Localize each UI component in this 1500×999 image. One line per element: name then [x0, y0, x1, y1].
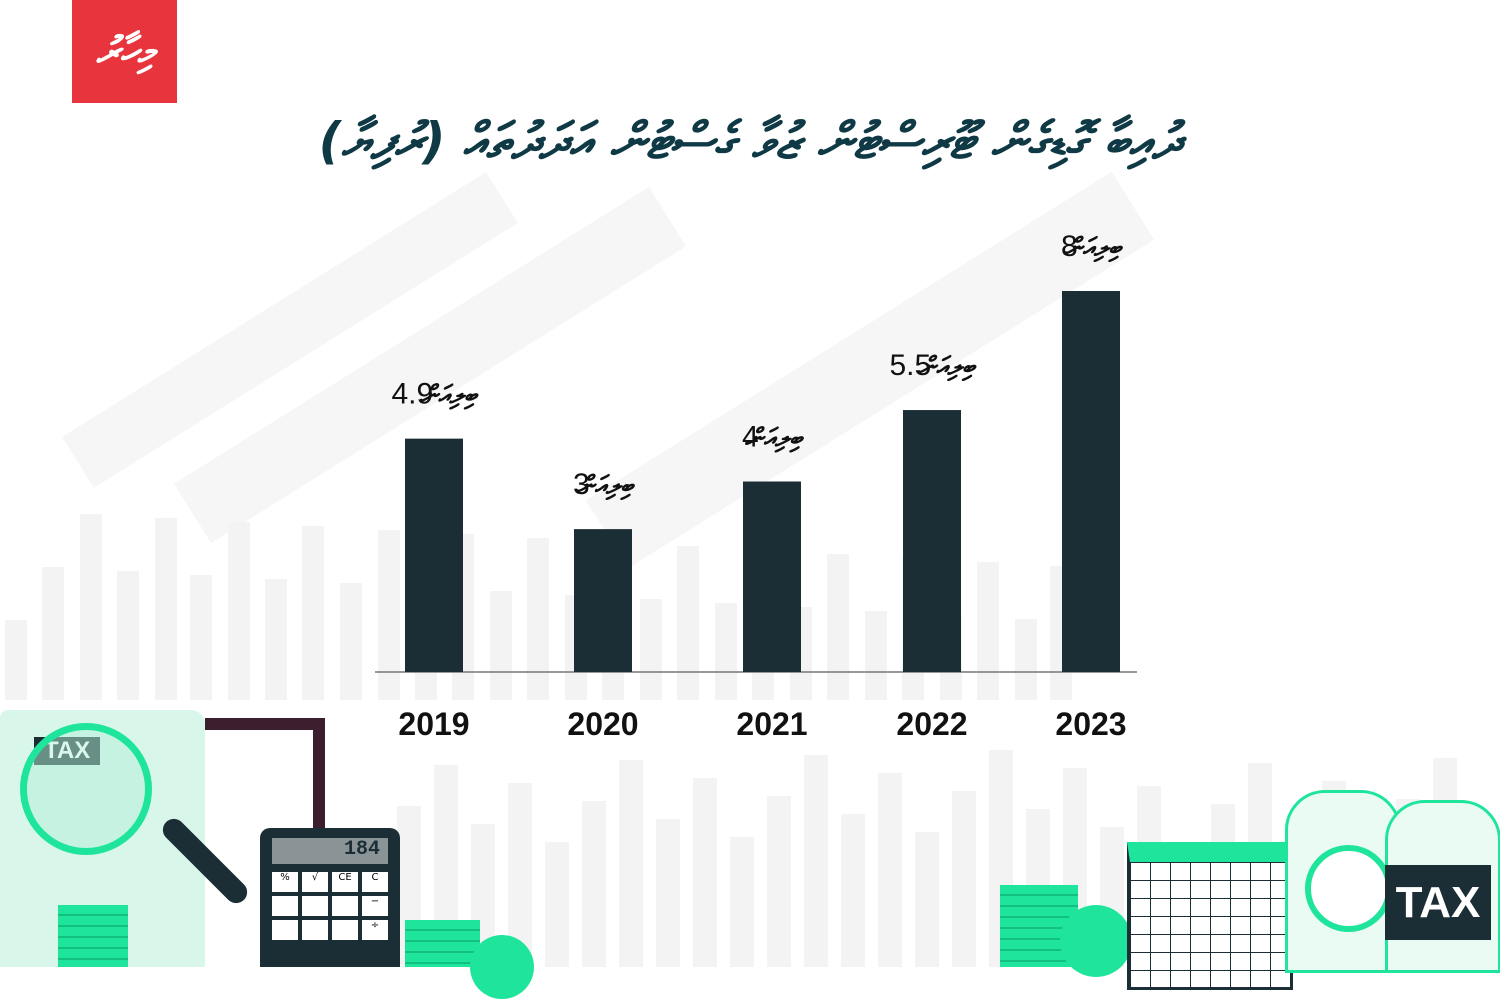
background-bar	[340, 583, 362, 700]
bar-2021	[743, 481, 801, 672]
background-bar	[977, 562, 999, 700]
data-label-unit: ބިލިއަން	[576, 471, 636, 501]
background-bar	[545, 842, 569, 967]
background-bar	[915, 832, 939, 967]
calc-key: %	[272, 872, 298, 892]
background-bar	[767, 796, 791, 967]
board-frame	[205, 718, 325, 830]
coin-icon	[1305, 845, 1392, 932]
magnifier-icon	[20, 723, 152, 855]
data-label: ބިލިއަން4	[742, 421, 804, 454]
coin-icon	[1060, 905, 1132, 977]
background-bar	[878, 773, 902, 967]
background-bar	[42, 567, 64, 700]
background-bar	[827, 554, 849, 700]
data-label-value: 3	[573, 468, 590, 501]
background-bar	[730, 837, 754, 967]
data-label: ބިލިއަން8	[1061, 230, 1123, 263]
data-label-value: 4.9	[392, 378, 434, 411]
x-tick-label: 2023	[1055, 706, 1126, 742]
background-bar	[527, 538, 549, 700]
bar-chart: 2019ބިލިއަން4.92020ބިލިއަން32021ބިލިއަން…	[375, 230, 1137, 742]
background-bar	[378, 530, 400, 700]
logo[interactable]: މިހާރު	[72, 0, 177, 103]
background-bar	[841, 814, 865, 967]
logo-text: މިހާރު	[96, 28, 153, 75]
background-bar	[228, 522, 250, 700]
data-label-unit: ބިލިއަން	[419, 381, 479, 411]
background-bar	[302, 526, 324, 700]
data-label-unit: ބިލިއަން	[1064, 233, 1124, 263]
background-bar	[80, 514, 102, 700]
bar-2022	[903, 410, 961, 672]
bar-2019	[405, 438, 463, 672]
calendar-icon	[1127, 842, 1293, 990]
calculator-illustration: 184 % √ CE C − ÷	[260, 828, 400, 967]
tax-label-right: TAX	[1385, 865, 1491, 940]
bar-2023	[1062, 291, 1120, 672]
data-label: ބިލިއަން3	[573, 468, 635, 501]
data-label: ބިލިއަން5.5	[890, 349, 977, 382]
coin-stack-icon	[405, 920, 480, 967]
background-bar	[1015, 619, 1037, 700]
calc-key	[332, 896, 358, 916]
calc-key: √	[302, 872, 328, 892]
calc-key: CE	[332, 872, 358, 892]
calc-key	[272, 920, 298, 940]
background-bar	[190, 575, 212, 700]
calc-key: −	[362, 896, 388, 916]
background-bar	[865, 611, 887, 700]
data-label-unit: ބިލިއަން	[745, 424, 805, 454]
calc-key	[302, 896, 328, 916]
coin-icon	[470, 935, 534, 999]
background-bar	[640, 599, 662, 700]
x-tick-label: 2021	[736, 706, 807, 742]
background-bar	[117, 571, 139, 700]
chart-title: ދުއިބާ ގޮޑިގެން ޓޫރިސްޓުން ޒުވާ ގެސްޓުން…	[318, 112, 1182, 170]
calc-key: ÷	[362, 920, 388, 940]
data-label-value: 4	[742, 421, 759, 454]
data-label: ބިލިއަން4.9	[392, 378, 479, 411]
calculator-display: 184	[272, 838, 388, 864]
calc-key	[332, 920, 358, 940]
data-label-value: 8	[1061, 230, 1078, 263]
bar-2020	[574, 529, 632, 672]
background-bar	[715, 603, 737, 700]
coin-stack-icon	[58, 905, 128, 967]
background-bar	[804, 755, 828, 967]
background-bar	[155, 518, 177, 700]
background-bar	[952, 791, 976, 967]
calc-key	[302, 920, 328, 940]
data-label-value: 5.5	[890, 349, 932, 382]
background-bar	[693, 778, 717, 967]
background-bar	[656, 819, 680, 967]
background-bar	[619, 760, 643, 967]
x-tick-label: 2022	[896, 706, 967, 742]
x-tick-label: 2019	[398, 706, 469, 742]
background-bar	[582, 801, 606, 967]
background-bar	[265, 579, 287, 700]
calc-key	[272, 896, 298, 916]
background-bar	[677, 546, 699, 700]
data-label-unit: ބިލިއަން	[917, 352, 977, 382]
calc-key: C	[362, 872, 388, 892]
x-tick-label: 2020	[567, 706, 638, 742]
background-bar	[5, 620, 27, 700]
